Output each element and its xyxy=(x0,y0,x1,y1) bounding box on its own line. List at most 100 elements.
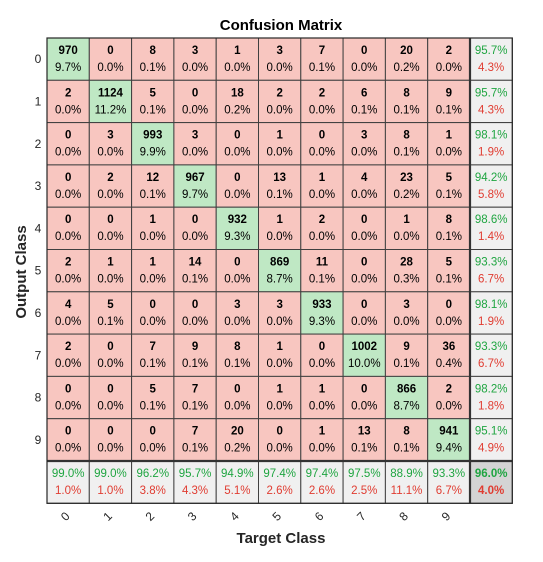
matrix-cell xyxy=(342,37,386,81)
col-summary-wrong: 11.1% xyxy=(391,485,423,497)
cell-percent: 0.0% xyxy=(140,443,166,455)
cell-percent: 0.0% xyxy=(351,189,377,201)
col-summary-correct: 99.0% xyxy=(94,468,127,480)
matrix-cell xyxy=(342,79,386,124)
cell-count: 23 xyxy=(400,172,413,184)
cell-percent: 0.0% xyxy=(97,443,123,455)
cell-count: 0 xyxy=(107,214,113,226)
cell-count: 4 xyxy=(65,299,72,311)
cell-count: 2 xyxy=(446,383,452,395)
cell-count: 9 xyxy=(446,87,452,99)
cell-count: 1 xyxy=(150,214,157,226)
cell-count: 0 xyxy=(65,383,71,395)
cell-count: 8 xyxy=(403,426,410,438)
cell-percent: 0.0% xyxy=(351,231,377,243)
cell-percent: 0.0% xyxy=(140,316,166,328)
col-summary-cell xyxy=(427,460,471,504)
cell-count: 3 xyxy=(276,299,282,311)
cell-count: 0 xyxy=(107,341,113,353)
cell-count: 5 xyxy=(107,299,114,311)
cell-percent: 0.1% xyxy=(309,274,335,286)
row-summary-correct: 95.1% xyxy=(475,426,508,438)
cell-percent: 0.1% xyxy=(393,147,419,159)
cell-percent: 11.2% xyxy=(95,104,127,116)
cell-count: 18 xyxy=(231,87,244,99)
matrix-cell xyxy=(173,333,217,377)
matrix-cell xyxy=(173,79,217,124)
cell-count: 3 xyxy=(192,130,198,142)
matrix-cell xyxy=(300,291,344,335)
cell-percent: 0.0% xyxy=(267,443,293,455)
cell-count: 967 xyxy=(185,172,204,184)
cell-count: 3 xyxy=(403,299,409,311)
matrix-cell xyxy=(384,375,429,420)
cell-count: 1 xyxy=(276,214,283,226)
col-summary-correct: 96.2% xyxy=(136,468,169,480)
matrix-cell xyxy=(88,375,133,420)
col-summary-wrong: 1.0% xyxy=(97,485,123,497)
cell-percent: 0.0% xyxy=(224,274,250,286)
cell-percent: 0.0% xyxy=(309,104,335,116)
matrix-cell xyxy=(427,79,471,124)
cell-percent: 0.1% xyxy=(393,104,419,116)
matrix-cell xyxy=(258,291,302,335)
matrix-cell xyxy=(46,418,90,462)
cell-percent: 0.1% xyxy=(224,358,250,370)
cell-count: 866 xyxy=(397,383,416,395)
cell-percent: 0.0% xyxy=(351,316,377,328)
matrix-cell xyxy=(46,37,90,81)
matrix-cell xyxy=(300,79,344,124)
col-summary-wrong: 1.0% xyxy=(55,485,81,497)
cell-count: 7 xyxy=(319,45,325,57)
cell-count: 8 xyxy=(403,87,410,99)
cell-count: 869 xyxy=(270,257,289,269)
matrix-cell xyxy=(384,164,429,208)
matrix-cells: 9709.7%00.0%80.1%30.0%10.0%30.0%70.1%00.… xyxy=(46,37,513,504)
row-summary-cell xyxy=(469,418,513,462)
matrix-cell xyxy=(384,206,429,250)
cell-percent: 0.0% xyxy=(55,147,81,159)
cell-count: 932 xyxy=(228,214,247,226)
cell-percent: 0.1% xyxy=(140,62,166,74)
cell-percent: 0.0% xyxy=(436,316,462,328)
matrix-cell xyxy=(131,249,175,293)
cell-percent: 0.1% xyxy=(351,104,377,116)
cell-percent: 0.0% xyxy=(309,231,335,243)
cell-percent: 0.0% xyxy=(55,443,81,455)
y-tick-label: 7 xyxy=(35,348,42,362)
cell-percent: 9.7% xyxy=(182,189,208,201)
row-summary-correct: 93.3% xyxy=(475,257,508,269)
matrix-cell xyxy=(173,249,217,293)
cell-count: 0 xyxy=(361,257,367,269)
col-summary-correct: 88.9% xyxy=(390,468,423,480)
cell-percent: 0.0% xyxy=(55,358,81,370)
cell-percent: 0.1% xyxy=(393,358,419,370)
cell-percent: 0.0% xyxy=(436,147,462,159)
col-summary-cell xyxy=(258,460,302,504)
cell-count: 0 xyxy=(107,383,113,395)
cell-percent: 0.0% xyxy=(393,231,419,243)
x-tick-label: 7 xyxy=(354,509,369,524)
cell-count: 0 xyxy=(234,130,240,142)
cell-count: 5 xyxy=(446,172,453,184)
matrix-cell xyxy=(88,37,133,81)
cell-percent: 0.0% xyxy=(267,358,293,370)
matrix-cell xyxy=(300,333,344,377)
cell-count: 0 xyxy=(192,214,198,226)
cell-percent: 0.0% xyxy=(436,400,462,412)
cell-count: 1 xyxy=(319,383,326,395)
matrix-cell xyxy=(300,375,344,420)
cell-count: 2 xyxy=(107,172,113,184)
cell-percent: 0.0% xyxy=(267,400,293,412)
cell-count: 0 xyxy=(276,426,282,438)
matrix-cell xyxy=(258,206,302,250)
cell-percent: 0.0% xyxy=(351,400,377,412)
row-summary-correct: 98.1% xyxy=(475,130,508,142)
overall-cell xyxy=(469,460,513,504)
cell-count: 13 xyxy=(358,426,371,438)
matrix-cell xyxy=(300,164,344,208)
cell-count: 2 xyxy=(319,214,325,226)
cell-percent: 0.0% xyxy=(97,62,123,74)
matrix-cell xyxy=(258,249,302,293)
